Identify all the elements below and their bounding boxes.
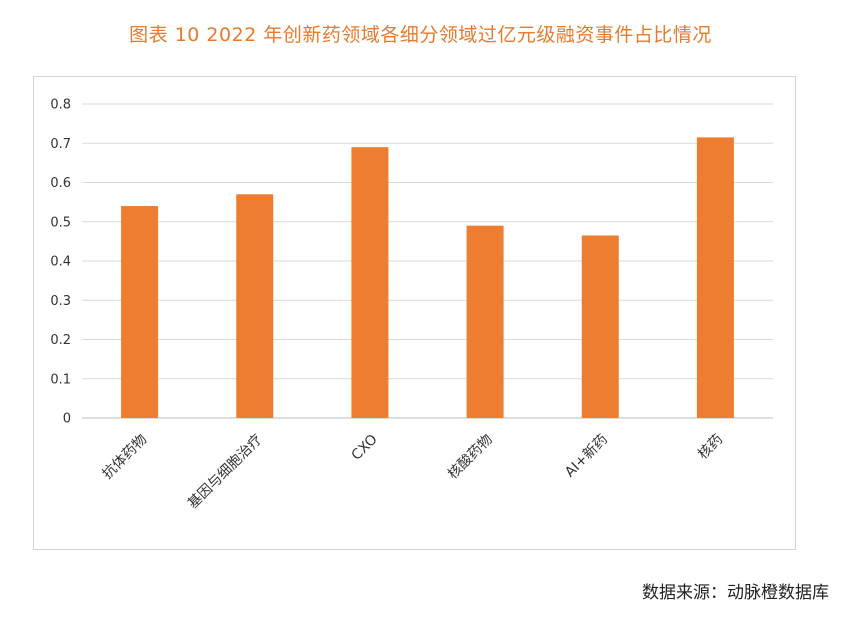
- y-tick-label: 0: [63, 412, 71, 427]
- bar-chart: 0 0.1 0.2 0.3 0.4 0.5 0.6 0.7 0.8 抗体药物 基因与细胞治疗 CXO 核…: [50, 98, 773, 512]
- chart-title: 图表 10 2022 年创新药领域各细分领域过亿元级融资事件占比情况: [129, 24, 712, 46]
- bar: [466, 225, 504, 418]
- x-tick-label: 核药: [695, 432, 726, 463]
- y-tick-label: 0.3: [50, 294, 71, 309]
- y-tick-label: 0.1: [50, 372, 71, 387]
- y-tick-label: 0.7: [50, 137, 71, 152]
- x-tick-label: AI+新药: [562, 432, 611, 481]
- y-tick-label: 0.5: [50, 215, 71, 230]
- bar: [121, 206, 159, 418]
- y-tick-label: 0.4: [50, 255, 71, 270]
- bar: [351, 147, 389, 419]
- bar: [236, 194, 274, 418]
- y-tick-label: 0.2: [50, 333, 71, 348]
- y-tick-label: 0.8: [50, 98, 71, 113]
- x-tick-label: CXO: [349, 432, 381, 464]
- x-tick-label: 核酸药物: [445, 432, 496, 483]
- y-tick-label: 0.6: [50, 176, 71, 191]
- chart-frame: [33, 76, 796, 550]
- x-tick-label: 抗体药物: [100, 432, 151, 483]
- bar: [696, 137, 734, 419]
- bar: [581, 235, 619, 418]
- data-source-note: 数据来源：动脉橙数据库: [642, 583, 829, 603]
- x-tick-label: 基因与细胞治疗: [184, 431, 265, 512]
